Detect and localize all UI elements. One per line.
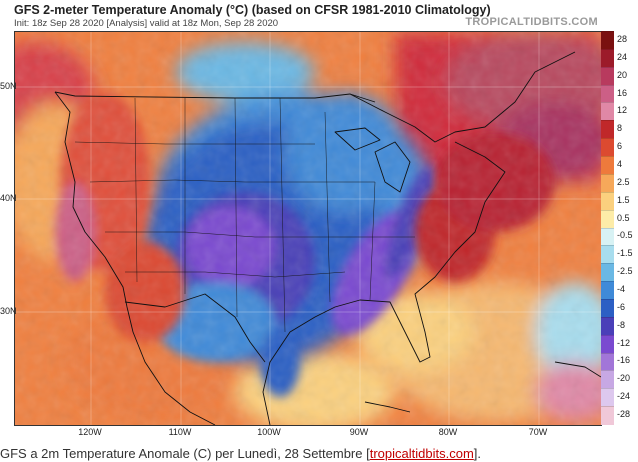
colorbar-swatch [601,66,614,86]
colorbar-swatch [601,84,614,104]
colorbar-swatch [601,298,614,318]
colorbar-label: 28 [617,33,628,44]
colorbar-label: 20 [617,69,628,80]
caption: GFS a 2m Temperature Anomale (C) per Lun… [0,446,481,461]
colorbar-label: 12 [617,105,628,116]
colorbar-swatch [601,406,614,425]
chart-subtitle: Init: 18z Sep 28 2020 [Analysis] valid a… [14,18,279,29]
colorbar-swatch [601,191,614,211]
colorbar-label: -1.5 [617,248,633,259]
colorbar-label: -6 [617,301,626,312]
caption-suffix: ]. [473,446,482,461]
colorbar-swatch [601,227,614,247]
source-link[interactable]: tropicaltidbits.com [369,446,474,461]
lon-label: 120W [78,427,102,437]
map-canvas [15,32,601,425]
colorbar-label: -12 [617,337,631,348]
colorbar-swatch [601,156,614,175]
colorbar-swatch [601,281,614,300]
colorbar-swatch [601,120,614,140]
lon-label: 90W [349,427,369,437]
colorbar-label: -0.5 [617,230,633,241]
lon-label: 110W [168,427,192,437]
lat-label: 40N [0,193,17,203]
colorbar-label: 24 [617,51,628,62]
colorbar-swatch [601,370,614,390]
chart-title: GFS 2-meter Temperature Anomaly (°C) (ba… [14,3,491,17]
colorbar-swatch [601,245,614,265]
colorbar-label: -16 [617,355,631,366]
colorbar-label: 1.5 [617,194,630,205]
lat-label: 30N [0,306,17,316]
colorbar-swatch [601,31,614,50]
colorbar-swatch [601,316,614,336]
colorbar-label: 2.5 [617,176,630,187]
coastlines [54,51,601,425]
colorbar-label: 6 [617,141,623,152]
colorbar-swatch [601,138,614,158]
colorbar-swatch [601,263,614,283]
lon-label: 70W [528,427,548,437]
lon-label: 100W [257,427,281,437]
lon-label: 80W [438,427,458,437]
brand-watermark: TROPICALTIDBITS.COM [465,16,598,28]
colorbar-swatch [601,209,614,229]
colorbar-label: 0.5 [617,212,630,223]
colorbar-label: -4 [617,284,626,295]
colorbar-label: 8 [617,123,623,134]
state-borders [74,97,415,333]
colorbar-swatch [601,352,614,372]
colorbar-swatch [601,334,614,354]
colorbar-label: -8 [617,319,626,330]
caption-text: GFS a 2m Temperature Anomale (C) per Lun… [0,446,370,461]
colorbar-swatch [601,48,614,68]
colorbar-label: -24 [617,391,631,402]
colorbar-swatch [601,102,614,122]
lat-label: 50N [0,81,17,91]
temperature-anomaly-map [14,31,602,426]
colorbar: 28 24 20 16 12 8 6 4 2.5 1.5 0.5 -0.5 -1.5 -2.5 -4 -6 -8… [601,31,638,425]
colorbar-swatch [601,173,614,193]
colorbar-label: 4 [617,158,623,169]
colorbar-label: -28 [617,409,631,420]
colorbar-label: -2.5 [617,266,633,277]
colorbar-label: 16 [617,87,628,98]
colorbar-label: -20 [617,373,631,384]
colorbar-swatch [601,388,614,408]
